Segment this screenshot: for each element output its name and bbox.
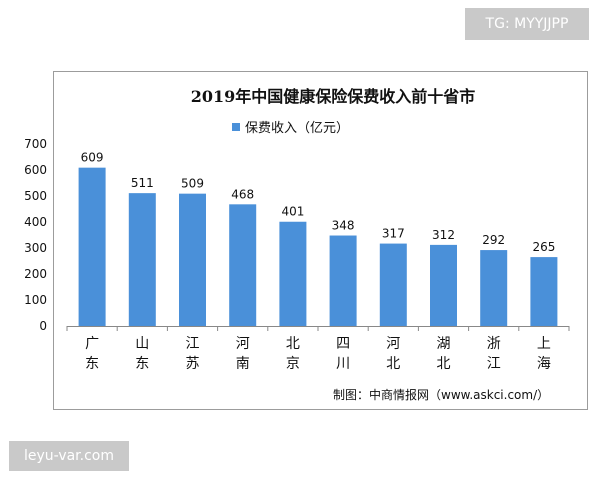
y-tick-label: 0 — [39, 319, 47, 333]
bar — [179, 193, 206, 326]
x-tick-label: 江苏 — [186, 336, 200, 372]
x-tick-label: 河南 — [236, 336, 250, 372]
bar — [530, 257, 558, 326]
y-tick-label: 100 — [24, 293, 47, 307]
watermark-tag-bottom: leyu-var.com — [9, 441, 129, 471]
y-tick-label: 500 — [24, 189, 47, 203]
x-tick-label: 广东 — [85, 336, 99, 372]
chart-title: 2019年中国健康保险保费收入前十省市 — [191, 87, 476, 106]
bars: 609 511 509 468 401 348 317 312 292 265 — [78, 151, 558, 326]
x-tick-label: 上海 — [537, 336, 551, 372]
bar — [379, 243, 407, 326]
bar — [480, 250, 508, 326]
bar-value-label: 509 — [181, 177, 204, 191]
bar-value-label: 468 — [231, 187, 254, 201]
legend-swatch — [232, 123, 240, 131]
watermark-tag-top: TG: MYYJJPP — [465, 8, 589, 40]
y-tick-label: 600 — [24, 163, 47, 177]
bar — [128, 193, 156, 326]
bar — [329, 235, 357, 326]
y-axis: 0 100 200 300 400 500 600 700 — [24, 137, 47, 333]
x-tick-label: 河北 — [386, 336, 400, 372]
bar — [229, 204, 257, 326]
x-tick-label: 四川 — [336, 336, 350, 372]
y-tick-label: 400 — [24, 215, 47, 229]
legend-label: 保费收入（亿元） — [245, 121, 349, 136]
x-tick-label: 北京 — [286, 336, 300, 372]
bar — [430, 244, 457, 326]
bar-value-label: 265 — [532, 240, 555, 254]
bar-value-label: 348 — [332, 219, 355, 233]
bar-value-label: 317 — [382, 227, 405, 241]
x-tick-label: 山东 — [135, 336, 149, 372]
y-tick-label: 700 — [24, 137, 47, 151]
bar-value-label: 401 — [281, 205, 304, 219]
chart-credit: 制图：中商情报网（www.askci.com/） — [333, 388, 550, 402]
bar — [279, 221, 307, 326]
bar-value-label: 609 — [81, 151, 104, 165]
bar-value-label: 312 — [432, 228, 455, 242]
bar-value-label: 511 — [131, 176, 154, 190]
x-tick-label: 湖北 — [437, 336, 451, 372]
bar-value-label: 292 — [482, 233, 505, 247]
x-tick-label: 浙江 — [487, 336, 501, 372]
y-tick-label: 300 — [24, 241, 47, 255]
y-tick-label: 200 — [24, 267, 47, 281]
bar — [78, 167, 106, 326]
